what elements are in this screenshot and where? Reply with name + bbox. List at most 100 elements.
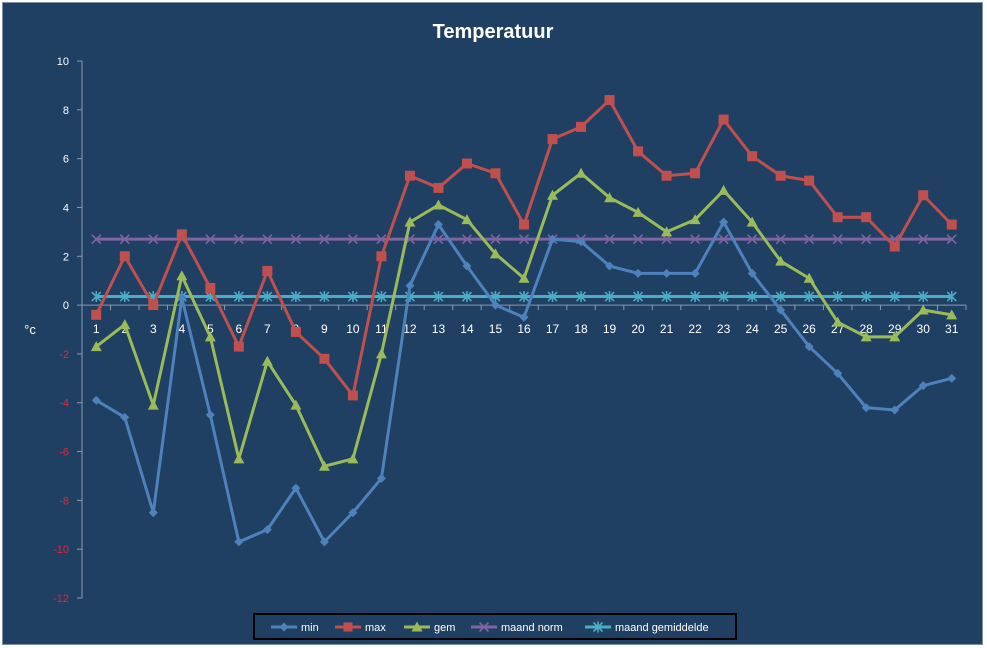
data-point <box>947 373 957 383</box>
data-point <box>946 234 957 245</box>
data-point <box>719 217 729 227</box>
x-tick-label: 28 <box>860 322 874 336</box>
data-point <box>775 255 787 266</box>
data-point <box>547 189 559 200</box>
legend-marker <box>592 621 604 633</box>
x-tick-label: 20 <box>631 322 645 336</box>
x-tick-label: 6 <box>235 322 242 336</box>
x-tick-label: 30 <box>917 322 931 336</box>
data-point <box>861 291 872 303</box>
data-point <box>918 234 929 245</box>
data-point <box>234 537 244 547</box>
data-point <box>433 182 444 193</box>
data-point <box>205 234 216 245</box>
x-tick-label: 17 <box>546 322 560 336</box>
data-point <box>832 234 843 245</box>
data-point <box>319 234 330 245</box>
data-point <box>120 412 130 422</box>
data-point <box>604 291 615 303</box>
data-point <box>832 212 843 223</box>
data-point <box>290 399 302 410</box>
y-axis-label: °c <box>24 322 36 337</box>
data-point <box>461 291 473 303</box>
data-point <box>918 381 928 391</box>
data-point <box>347 291 358 303</box>
data-point <box>633 146 644 157</box>
data-point <box>91 309 102 320</box>
data-point <box>177 293 187 303</box>
x-tick-label: 1 <box>93 322 100 336</box>
data-point <box>204 331 216 342</box>
x-tick-label: 13 <box>432 322 446 336</box>
data-point <box>804 342 814 352</box>
data-point <box>747 291 758 303</box>
data-point <box>718 234 729 245</box>
data-point <box>718 114 729 125</box>
data-point <box>148 508 158 518</box>
data-point <box>319 353 330 364</box>
data-point <box>833 368 843 378</box>
data-point <box>918 190 929 201</box>
data-point <box>832 316 844 327</box>
x-tick-label: 24 <box>745 322 759 336</box>
y-tick-label: 0 <box>63 300 69 312</box>
data-point <box>576 237 586 247</box>
legend: min max gem maand norm maand gemiddelde <box>253 613 737 640</box>
data-point <box>432 199 444 210</box>
data-point <box>91 234 102 245</box>
data-point <box>747 151 758 162</box>
data-point <box>148 234 159 245</box>
data-point <box>946 309 958 320</box>
data-point <box>205 283 216 294</box>
data-point <box>661 170 672 181</box>
data-point <box>690 291 701 303</box>
data-point <box>576 121 587 132</box>
data-point <box>518 291 530 303</box>
data-point <box>176 270 188 281</box>
data-point <box>689 214 701 225</box>
legend-label: maand norm <box>501 622 563 634</box>
data-point <box>291 483 301 493</box>
data-point <box>318 460 330 471</box>
data-point <box>747 268 757 278</box>
data-point <box>889 331 901 342</box>
data-point <box>632 234 644 245</box>
data-point <box>890 405 900 415</box>
x-tick-label: 4 <box>178 322 185 336</box>
y-tick-label: 10 <box>57 56 69 68</box>
data-point <box>461 234 473 245</box>
data-point <box>290 234 301 245</box>
data-point <box>918 291 929 303</box>
legend-label: max <box>365 622 386 634</box>
series-line <box>95 220 953 544</box>
data-point <box>376 234 387 245</box>
data-point <box>776 305 786 315</box>
data-point <box>604 234 615 245</box>
x-tick-label: 25 <box>774 322 788 336</box>
data-point <box>376 291 387 303</box>
y-tick-label: 4 <box>63 202 69 214</box>
data-point <box>404 216 416 227</box>
data-point <box>519 312 529 322</box>
legend-label: min <box>301 622 319 634</box>
data-point <box>290 326 301 337</box>
x-tick-label: 14 <box>460 322 474 336</box>
data-point <box>119 319 131 330</box>
data-point <box>519 219 529 230</box>
x-tick-label: 31 <box>945 322 959 336</box>
data-point <box>375 348 387 359</box>
data-point <box>547 291 558 303</box>
data-point <box>433 291 444 303</box>
data-point <box>490 234 501 245</box>
data-point <box>462 261 472 271</box>
data-point <box>889 241 900 252</box>
data-point <box>262 265 273 276</box>
data-point <box>490 168 501 179</box>
data-point <box>718 184 730 195</box>
legend-marker <box>478 621 490 633</box>
data-point <box>119 234 130 245</box>
data-point <box>861 403 871 413</box>
data-point <box>718 291 729 303</box>
x-tick-label: 7 <box>264 322 271 336</box>
data-point <box>489 248 501 259</box>
